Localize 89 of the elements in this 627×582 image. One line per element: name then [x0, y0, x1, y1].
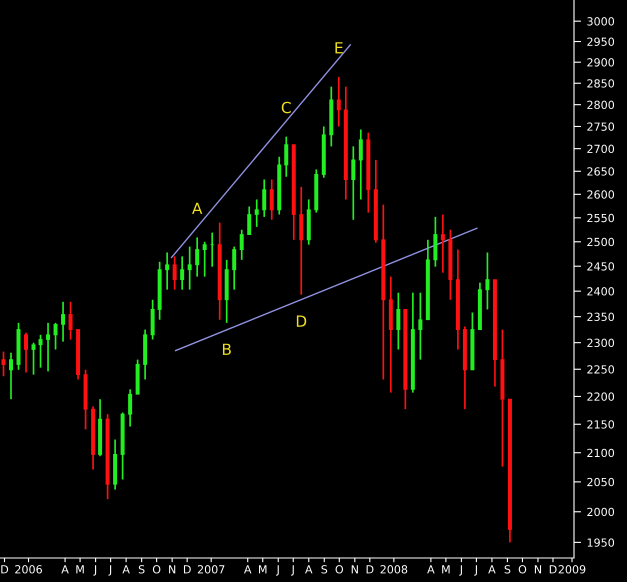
y-tick-label: 2250 — [587, 365, 614, 374]
candlestick — [247, 206, 252, 236]
y-tick-label: 2150 — [587, 420, 614, 429]
y-tick-label: 2600 — [587, 190, 614, 199]
candlestick — [2, 350, 6, 378]
candlestick — [61, 300, 66, 342]
candlestick — [418, 292, 422, 360]
y-tick-label: 2300 — [587, 338, 614, 348]
x-tick-label: J — [108, 565, 112, 576]
y-tick-label: 2900 — [587, 58, 614, 67]
x-tick-label: O — [518, 565, 526, 574]
x-tick-label: O — [336, 565, 344, 574]
y-tick-label: 2550 — [587, 214, 614, 222]
x-tick-label: A — [122, 565, 130, 574]
candlestick — [46, 322, 50, 372]
candlestick — [128, 388, 132, 428]
y-tick-label: 2950 — [587, 38, 614, 46]
x-tick-label: S — [504, 565, 510, 574]
x-tick-label: J — [459, 565, 462, 576]
x-tick-label: A — [305, 565, 312, 574]
candlestick — [195, 236, 200, 278]
x-tick-label: D — [184, 565, 191, 574]
x-tick-label: N — [534, 565, 542, 574]
y-tick-label: 1950 — [588, 538, 614, 547]
x-tick-label: 2006 — [15, 565, 42, 574]
x-tick-label: S — [138, 565, 145, 574]
y-tick-label: 2700 — [587, 144, 614, 154]
y-tick-label: 2000 — [587, 508, 614, 516]
candlestick — [358, 128, 363, 200]
candlestick — [485, 252, 490, 310]
x-tick-label: J — [276, 565, 279, 576]
y-tick-label: 2200 — [587, 392, 614, 401]
x-tick-label: J — [93, 565, 96, 576]
annotation: D — [296, 316, 306, 327]
candlestick — [188, 246, 192, 290]
x-tick-label: A — [427, 565, 435, 574]
candlestick — [38, 334, 43, 368]
x-tick-label: N — [352, 565, 358, 574]
candlestick — [232, 246, 236, 290]
candlestick — [351, 146, 356, 221]
candlestick — [32, 342, 36, 376]
candlestick — [165, 252, 170, 290]
x-tick-label: A — [488, 565, 496, 574]
y-tick-label: 2500 — [587, 238, 614, 246]
x-tick-label: 2009 — [558, 565, 586, 574]
candlestick — [254, 198, 259, 228]
candlestick — [440, 214, 445, 274]
y-tick-label: 2400 — [587, 287, 614, 296]
x-tick-label: A — [61, 565, 69, 574]
x-tick-label: 2008 — [380, 565, 408, 574]
y-tick-label: 2850 — [587, 79, 614, 88]
x-tick-label: A — [244, 565, 252, 574]
candlestick — [336, 76, 341, 128]
x-tick-label: D — [550, 565, 557, 574]
candlestick — [202, 240, 207, 278]
candlestick — [54, 322, 58, 350]
candlestick — [68, 300, 73, 340]
x-tick-label: J — [474, 565, 477, 576]
candlestick — [270, 178, 274, 221]
annotation: C — [282, 102, 291, 114]
x-tick-label: S — [321, 565, 328, 574]
candlestick — [284, 136, 288, 178]
x-tick-label: M — [76, 565, 84, 574]
y-tick-label: 2050 — [587, 478, 614, 486]
x-tick-label: 2007 — [198, 565, 224, 574]
candlestick — [180, 256, 184, 290]
candlestick — [172, 256, 177, 290]
annotation: B — [222, 344, 231, 355]
x-tick-label: O — [152, 565, 160, 574]
candlestick — [396, 292, 400, 350]
annotation: A — [192, 202, 202, 214]
y-tick-label: 2750 — [587, 122, 614, 131]
candlestick — [262, 178, 266, 218]
x-tick-label: J — [291, 565, 294, 576]
y-tick-label: 2800 — [587, 100, 614, 110]
x-tick-label: M — [259, 565, 266, 574]
x-tick-label: N — [169, 565, 176, 574]
y-tick-label: 2450 — [587, 262, 614, 271]
y-tick-label: 2350 — [587, 312, 614, 322]
candlestick — [240, 228, 244, 261]
x-tick-label: D — [1, 565, 8, 574]
y-tick-label: 2100 — [587, 448, 614, 458]
x-tick-label: D — [366, 565, 374, 574]
candlestick — [9, 352, 14, 400]
annotation: E — [335, 42, 343, 54]
candlestick — [24, 332, 28, 374]
x-tick-label: M — [442, 565, 450, 574]
y-tick-label: 2650 — [587, 167, 614, 176]
y-tick-label: 3000 — [587, 17, 614, 26]
